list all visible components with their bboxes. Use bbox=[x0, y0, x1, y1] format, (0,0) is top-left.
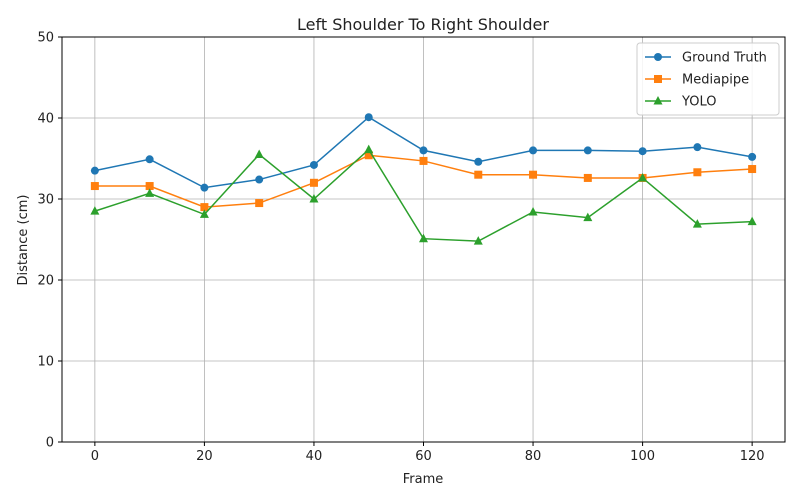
series-ground-truth bbox=[90, 113, 757, 192]
data-point bbox=[364, 113, 373, 122]
data-point bbox=[692, 219, 702, 228]
series-yolo bbox=[90, 144, 757, 245]
data-point bbox=[199, 209, 209, 218]
x-tick-label: 120 bbox=[740, 449, 765, 464]
data-point bbox=[528, 206, 538, 216]
legend-label: YOLO bbox=[681, 95, 716, 110]
data-point bbox=[748, 152, 757, 161]
y-tick-label: 40 bbox=[37, 112, 54, 127]
data-point bbox=[474, 157, 483, 166]
legend: Ground Truth Mediapipe YOLO bbox=[636, 42, 780, 116]
legend-label: Ground Truth bbox=[682, 51, 767, 66]
data-point bbox=[255, 175, 264, 184]
data-point bbox=[255, 199, 264, 208]
data-point bbox=[638, 147, 647, 156]
data-point bbox=[364, 144, 374, 154]
data-point bbox=[419, 156, 428, 165]
x-axis-label: Frame bbox=[403, 472, 444, 487]
y-tick-label: 30 bbox=[37, 193, 54, 208]
data-point bbox=[748, 165, 757, 174]
y-axis-label: Distance (cm) bbox=[16, 195, 31, 286]
data-point bbox=[419, 233, 428, 243]
data-point bbox=[90, 182, 99, 191]
data-point bbox=[90, 206, 100, 215]
data-point bbox=[529, 170, 538, 179]
y-tick-label: 50 bbox=[37, 31, 54, 46]
data-point bbox=[309, 194, 319, 203]
legend-marker bbox=[654, 53, 662, 61]
x-tick-label: 60 bbox=[415, 449, 432, 464]
legend-marker bbox=[654, 75, 662, 83]
data-point bbox=[529, 146, 538, 155]
data-point bbox=[693, 143, 702, 152]
data-point bbox=[145, 182, 154, 191]
series-group bbox=[90, 113, 757, 245]
legend-marker bbox=[653, 96, 663, 105]
data-point bbox=[254, 149, 264, 158]
data-point bbox=[145, 188, 155, 197]
data-point bbox=[583, 173, 592, 182]
data-point bbox=[309, 178, 318, 187]
y-tick-label: 20 bbox=[37, 274, 54, 289]
data-point bbox=[309, 160, 318, 169]
chart-title: Left Shoulder To Right Shoulder bbox=[297, 15, 549, 34]
y-tick-label: 10 bbox=[37, 355, 54, 370]
data-point bbox=[473, 236, 483, 245]
x-tick-label: 100 bbox=[630, 449, 655, 464]
x-tick-label: 20 bbox=[196, 449, 213, 464]
data-point bbox=[583, 146, 592, 155]
legend-box bbox=[636, 42, 780, 116]
data-point bbox=[747, 216, 757, 226]
data-point bbox=[419, 146, 428, 155]
data-point bbox=[200, 183, 209, 192]
data-point bbox=[90, 166, 99, 175]
data-point bbox=[583, 212, 593, 222]
data-point bbox=[364, 151, 373, 160]
data-point bbox=[693, 168, 702, 177]
data-point bbox=[638, 172, 648, 182]
ticks: 0 20 40 60 80 100 120 0 10 20 30 40 50 bbox=[37, 31, 764, 465]
x-tick-label: 0 bbox=[91, 449, 99, 464]
legend-label: Mediapipe bbox=[682, 73, 749, 88]
x-tick-label: 80 bbox=[525, 449, 542, 464]
data-point bbox=[200, 203, 209, 212]
data-point bbox=[474, 170, 483, 179]
x-tick-label: 40 bbox=[306, 449, 323, 464]
data-point bbox=[145, 155, 154, 164]
y-tick-label: 0 bbox=[46, 436, 54, 451]
